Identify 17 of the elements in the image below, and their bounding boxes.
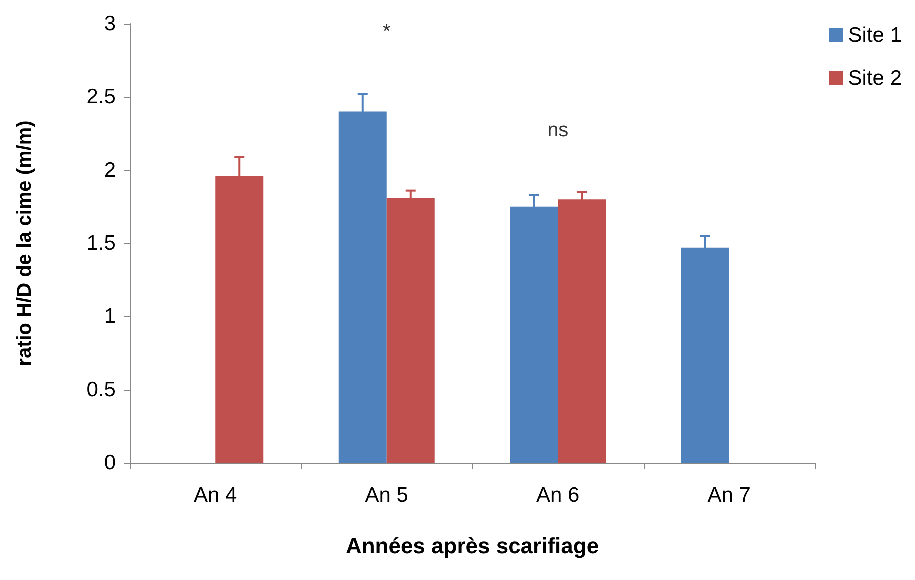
- y-tick-label: 3: [104, 12, 116, 36]
- y-tick-label: 1: [104, 305, 116, 328]
- annotation: ns: [548, 119, 569, 142]
- legend-label: Site 1: [848, 24, 902, 47]
- x-tick-label: An 5: [365, 484, 408, 507]
- legend-label: Site 2: [848, 67, 902, 90]
- x-tick-label: An 4: [194, 484, 238, 507]
- y-tick-label: 2: [104, 158, 116, 182]
- y-tick-label: 2.5: [86, 86, 116, 109]
- x-tick-label: An 6: [536, 484, 580, 507]
- y-tick-label: 0: [104, 452, 116, 474]
- annotation: *: [382, 21, 391, 44]
- y-tick-label: 1.5: [86, 232, 116, 255]
- y-axis-title: ratio H/D de la cime (m/m): [14, 120, 36, 366]
- x-axis-title: Années après scarifiage: [346, 534, 600, 558]
- x-tick-label: An 7: [708, 484, 751, 507]
- y-tick-label: 0.5: [86, 378, 116, 402]
